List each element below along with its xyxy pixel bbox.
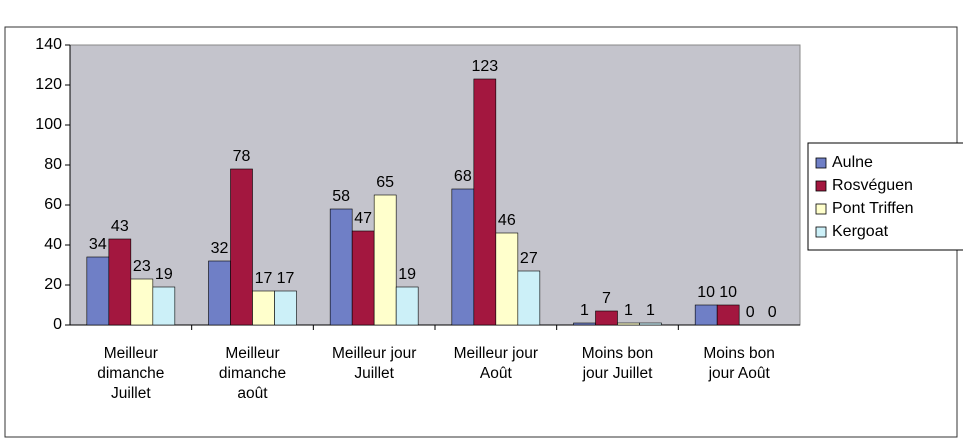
bar — [617, 322, 640, 326]
data-label: 34 — [89, 236, 107, 253]
data-label: 123 — [471, 58, 498, 75]
bar — [108, 238, 132, 326]
data-label: 78 — [233, 148, 251, 165]
data-label: 43 — [111, 218, 129, 235]
bar — [517, 270, 541, 326]
bar — [595, 310, 618, 326]
data-label: 17 — [255, 270, 273, 287]
legend-box — [807, 142, 963, 251]
data-label: 19 — [155, 266, 173, 283]
y-tick-label: 0 — [53, 316, 62, 333]
data-label: 0 — [768, 304, 777, 321]
bar — [329, 208, 353, 326]
bar — [230, 168, 253, 326]
data-label: 68 — [454, 168, 472, 185]
y-tick-label: 100 — [35, 116, 62, 133]
bar — [573, 322, 596, 326]
x-tick-label: Meilleur jour Août — [453, 345, 539, 382]
legend-label: Rosvéguen — [832, 177, 913, 194]
bar — [694, 304, 718, 326]
bar — [395, 286, 419, 326]
bar — [473, 78, 497, 326]
y-tick-label: 140 — [35, 36, 62, 53]
x-tick-label: Meilleur dimanche Juillet — [97, 345, 165, 402]
y-tick-label: 60 — [44, 196, 62, 213]
legend-swatch — [815, 226, 827, 238]
bar — [451, 188, 475, 326]
legend-swatch — [815, 157, 827, 169]
x-tick-label: Moins bon jour Juillet — [581, 345, 654, 382]
data-label: 10 — [719, 284, 737, 301]
data-label: 0 — [746, 304, 755, 321]
data-label: 27 — [520, 250, 538, 267]
plot-area — [69, 44, 801, 326]
bar — [716, 304, 740, 326]
data-label: 7 — [602, 290, 611, 307]
data-label: 65 — [376, 174, 394, 191]
data-label: 58 — [332, 188, 350, 205]
y-tick-label: 20 — [44, 276, 62, 293]
data-label: 32 — [211, 240, 229, 257]
x-tick-label: Meilleur jour Juillet — [331, 345, 417, 382]
y-tick-label: 80 — [44, 156, 62, 173]
bar — [639, 322, 662, 326]
y-tick-label: 120 — [35, 76, 62, 93]
bar — [86, 256, 110, 326]
data-label: 1 — [624, 302, 633, 319]
legend-swatch — [815, 180, 827, 192]
x-tick-label: Meilleur dimanche août — [218, 345, 287, 402]
bar — [130, 278, 154, 326]
bar — [495, 232, 519, 326]
y-tick-label: 40 — [44, 236, 62, 253]
bar — [274, 290, 297, 326]
x-tick-label: Moins bon jour Août — [703, 345, 775, 382]
legend-label: Aulne — [832, 154, 873, 171]
data-label: 1 — [646, 302, 655, 319]
data-label: 47 — [354, 210, 372, 227]
data-label: 17 — [277, 270, 295, 287]
bar — [208, 260, 231, 326]
data-label: 23 — [133, 258, 151, 275]
legend-label: Pont Triffen — [832, 200, 914, 217]
bar — [252, 290, 275, 326]
data-label: 10 — [697, 284, 715, 301]
legend-label: Kergoat — [832, 223, 889, 240]
data-label: 19 — [398, 266, 416, 283]
data-label: 46 — [498, 212, 516, 229]
bar — [351, 230, 375, 326]
data-label: 1 — [580, 302, 589, 319]
bar — [373, 194, 397, 326]
legend-swatch — [815, 203, 827, 215]
bar — [152, 286, 176, 326]
